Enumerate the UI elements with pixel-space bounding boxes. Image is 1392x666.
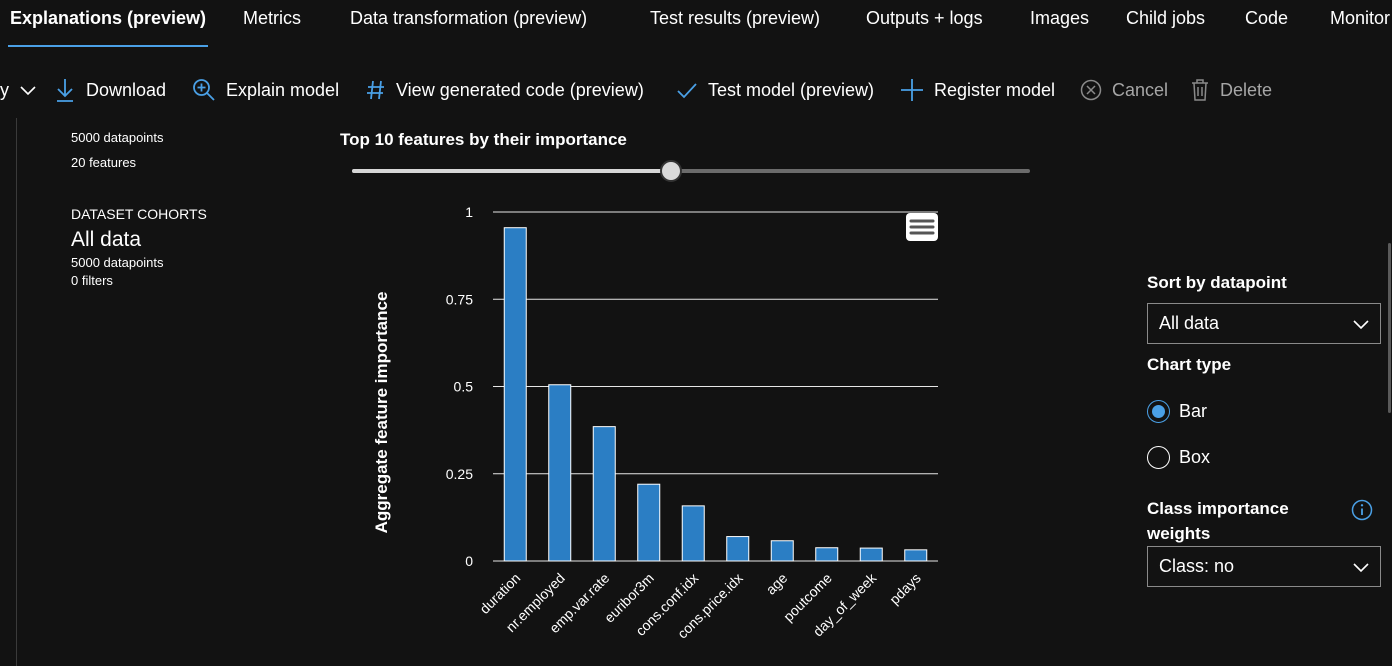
hashtag-icon	[367, 80, 384, 100]
slider-thumb[interactable]	[659, 160, 682, 182]
zoom-in-icon	[193, 79, 215, 101]
delete-button[interactable]: Delete	[1190, 70, 1272, 110]
refresh-dropdown-button[interactable]: y	[0, 70, 37, 110]
x-tick-label: pdays	[886, 570, 924, 608]
sort-by-value: All data	[1159, 313, 1220, 333]
cohort-name: All data	[71, 228, 142, 251]
scrollbar[interactable]	[1388, 243, 1391, 413]
top-features-slider[interactable]	[352, 160, 1030, 182]
bar-option-label: Bar	[1179, 401, 1208, 421]
active-tab-indicator	[8, 45, 208, 47]
slider-fill	[352, 169, 671, 173]
tab-images[interactable]: Images	[1030, 8, 1090, 28]
tab-outputs-logs[interactable]: Outputs + logs	[866, 8, 983, 28]
sort-by-dropdown[interactable]: All data	[1147, 303, 1381, 344]
cohort-filters: 0 filters	[71, 273, 113, 288]
feature-importance-chart: 00.250.50.751durationnr.employedemp.var.…	[372, 204, 938, 642]
box-option-label: Box	[1179, 447, 1211, 467]
bar	[770, 540, 794, 562]
y-axis-label: Aggregate feature importance	[372, 292, 391, 534]
radio-unselected-icon	[1147, 446, 1170, 469]
info-icon[interactable]	[1351, 499, 1373, 521]
chart-heading: Top 10 features by their importance	[340, 130, 627, 149]
tab-metrics[interactable]: Metrics	[243, 8, 301, 28]
bar	[548, 384, 572, 562]
y-tick-label: 0.25	[446, 466, 473, 482]
explain-model-label: Explain model	[226, 79, 340, 100]
test-model-button[interactable]: Test model (preview)	[676, 70, 874, 110]
trash-icon	[1192, 79, 1208, 101]
radio-selected-icon	[1147, 400, 1170, 423]
view-generated-code-button[interactable]: View generated code (preview)	[366, 70, 644, 110]
sort-by-label: Sort by datapoint	[1147, 273, 1287, 292]
y-tick-label: 0	[465, 553, 473, 569]
chart-type-label: Chart type	[1147, 355, 1232, 374]
checkmark-icon	[677, 83, 697, 99]
chart-menu-button[interactable]	[906, 213, 938, 241]
cohorts-heading: DATASET COHORTS	[71, 206, 207, 222]
plus-icon	[901, 79, 923, 101]
bar	[503, 227, 527, 562]
cancel-label: Cancel	[1112, 79, 1169, 100]
chevron-down-icon	[20, 86, 36, 96]
bar	[904, 549, 928, 562]
tab-code[interactable]: Code	[1245, 8, 1289, 28]
chevron-down-icon	[1353, 563, 1369, 573]
register-model-button[interactable]: Register model	[900, 70, 1055, 110]
y-tick-label: 0.5	[454, 379, 474, 395]
dataset-features: 20 features	[71, 155, 137, 170]
chevron-down-icon	[1353, 320, 1369, 330]
download-button[interactable]: Download	[54, 70, 166, 110]
register-model-label: Register model	[934, 79, 1056, 100]
dataset-datapoints: 5000 datapoints	[71, 130, 164, 145]
download-label: Download	[86, 79, 167, 100]
bar	[859, 547, 883, 562]
chart-type-bar-radio[interactable]: Bar	[1147, 400, 1207, 423]
bar	[726, 536, 750, 562]
y-tick-label: 1	[465, 204, 473, 220]
tab-child-jobs[interactable]: Child jobs	[1126, 8, 1206, 28]
bar	[637, 483, 661, 562]
bar	[592, 426, 616, 562]
class-dropdown[interactable]: Class: no	[1147, 546, 1381, 587]
bar	[681, 505, 705, 562]
tab-explanations[interactable]: Explanations (preview)	[10, 8, 207, 28]
cohort-datapoints: 5000 datapoints	[71, 255, 164, 270]
tab-monitor[interactable]: Monitor	[1330, 8, 1391, 28]
explain-model-button[interactable]: Explain model	[192, 70, 339, 110]
download-icon	[57, 79, 73, 102]
class-value: Class: no	[1159, 556, 1235, 576]
tab-test-results[interactable]: Test results (preview)	[650, 8, 821, 28]
x-tick-label: age	[763, 570, 791, 598]
refresh-label: y	[0, 79, 9, 100]
bar	[815, 547, 839, 562]
chart-type-box-radio[interactable]: Box	[1147, 446, 1210, 469]
tab-data-transformation[interactable]: Data transformation (preview)	[350, 8, 588, 28]
delete-label: Delete	[1220, 79, 1273, 100]
panel-divider	[16, 118, 17, 666]
tab-bar: Explanations (preview) Metrics Data tran…	[0, 0, 1392, 50]
class-importance-label-line2: weights	[1147, 524, 1211, 543]
cancel-circle-icon	[1080, 79, 1102, 101]
cancel-button[interactable]: Cancel	[1080, 70, 1168, 110]
class-importance-label: Class importance	[1147, 499, 1289, 518]
y-tick-label: 0.75	[446, 291, 473, 307]
test-model-label: Test model (preview)	[708, 79, 875, 100]
view-generated-code-label: View generated code (preview)	[396, 79, 644, 100]
command-bar: y Download Explain model View generated …	[0, 70, 1392, 110]
